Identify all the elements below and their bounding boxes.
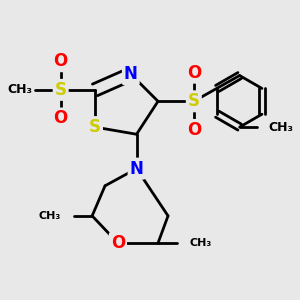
Text: CH₃: CH₃ [7, 83, 32, 96]
Text: N: N [130, 160, 143, 178]
Text: O: O [111, 234, 125, 252]
Text: CH₃: CH₃ [190, 238, 212, 248]
Text: O: O [53, 52, 68, 70]
Text: O: O [187, 64, 201, 82]
Text: N: N [124, 65, 138, 83]
Text: S: S [188, 92, 200, 110]
Text: S: S [55, 81, 67, 99]
Text: S: S [89, 118, 101, 136]
Text: CH₃: CH₃ [268, 121, 293, 134]
Text: O: O [53, 110, 68, 128]
Text: O: O [187, 121, 201, 139]
Text: CH₃: CH₃ [38, 211, 61, 221]
